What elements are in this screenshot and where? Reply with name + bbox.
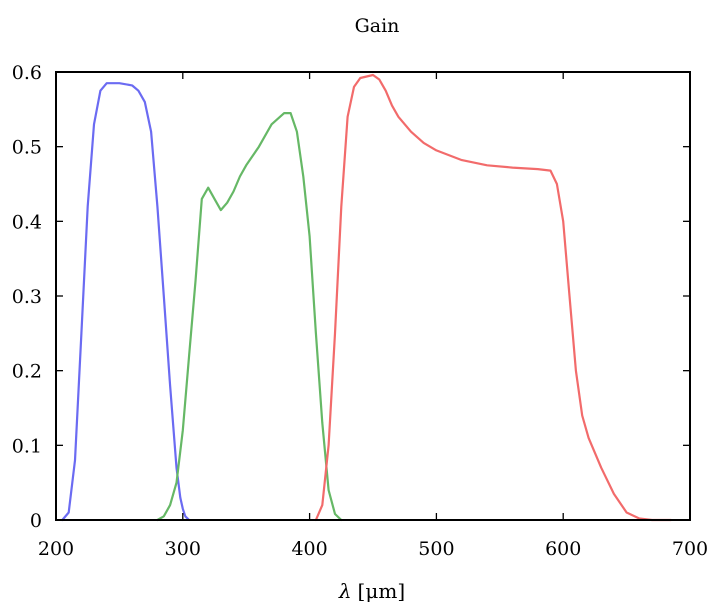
y-tick-label: 0.3 bbox=[12, 286, 42, 308]
series-line-1 bbox=[61, 82, 191, 522]
x-tick-label: 500 bbox=[418, 538, 454, 560]
x-tick-label: 200 bbox=[38, 538, 74, 560]
x-tick-label: 600 bbox=[545, 538, 581, 560]
y-tick-label: 0.1 bbox=[12, 435, 42, 457]
x-axis-label: λ [μm] bbox=[338, 579, 405, 603]
series-line-3 bbox=[314, 73, 673, 522]
x-axis-unit: [μm] bbox=[358, 579, 406, 603]
x-tick-label: 300 bbox=[165, 538, 201, 560]
x-tick-label: 400 bbox=[291, 538, 327, 560]
y-tick-label: 0.5 bbox=[12, 137, 42, 159]
x-axis-symbol: λ bbox=[338, 579, 352, 603]
y-tick-label: 0.4 bbox=[12, 211, 42, 233]
chart-title: Gain bbox=[355, 15, 400, 37]
x-tick-label: 700 bbox=[672, 538, 708, 560]
curves-layer bbox=[61, 73, 673, 522]
y-tick-label: 0.6 bbox=[12, 62, 42, 84]
y-tick-label: 0 bbox=[30, 510, 42, 532]
y-tick-label: 0.2 bbox=[12, 361, 42, 383]
ticks-layer: 200 300 400 500 600 700 0 0.1 0.2 0.3 0.4 0.5 0.6 bbox=[12, 62, 708, 560]
series-line-2 bbox=[156, 112, 343, 522]
